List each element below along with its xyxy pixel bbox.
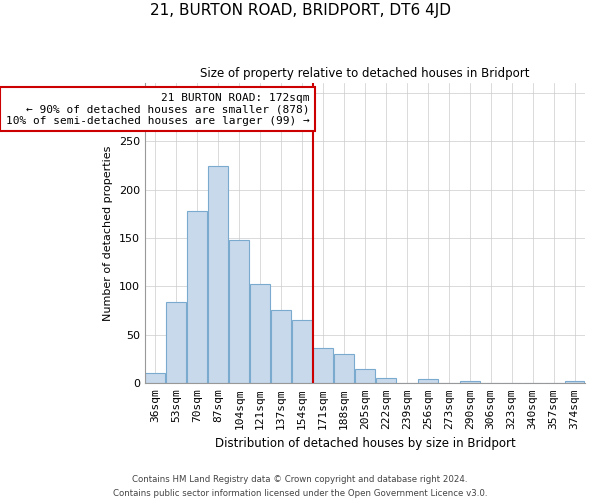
Bar	[292, 320, 312, 384]
Bar	[145, 372, 166, 384]
Bar	[376, 378, 396, 384]
Bar	[355, 369, 375, 384]
Bar	[460, 382, 479, 384]
Bar	[187, 211, 207, 384]
Bar	[229, 240, 249, 384]
Bar	[208, 166, 228, 384]
Text: 21 BURTON ROAD: 172sqm
← 90% of detached houses are smaller (878)
10% of semi-de: 21 BURTON ROAD: 172sqm ← 90% of detached…	[5, 92, 310, 126]
Bar	[334, 354, 354, 384]
Y-axis label: Number of detached properties: Number of detached properties	[103, 146, 113, 321]
Bar	[418, 380, 438, 384]
Text: Contains HM Land Registry data © Crown copyright and database right 2024.
Contai: Contains HM Land Registry data © Crown c…	[113, 476, 487, 498]
X-axis label: Distribution of detached houses by size in Bridport: Distribution of detached houses by size …	[215, 437, 515, 450]
Bar	[166, 302, 187, 384]
Text: 21, BURTON ROAD, BRIDPORT, DT6 4JD: 21, BURTON ROAD, BRIDPORT, DT6 4JD	[149, 2, 451, 18]
Bar	[250, 284, 270, 384]
Bar	[565, 382, 584, 384]
Title: Size of property relative to detached houses in Bridport: Size of property relative to detached ho…	[200, 68, 530, 80]
Bar	[313, 348, 333, 384]
Bar	[271, 310, 291, 384]
